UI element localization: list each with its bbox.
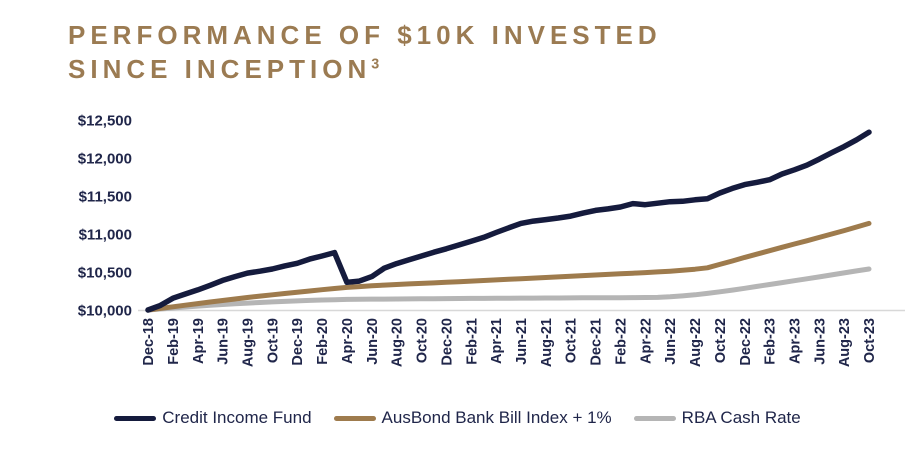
x-axis-tick-label: Feb-22 [613, 318, 629, 365]
credit-income-fund-line-swatch [114, 415, 157, 421]
x-axis-tick-label: Apr-23 [787, 318, 803, 364]
y-axis-tick-label: $11,500 [79, 189, 132, 206]
series-line-rba-cash-rate [145, 266, 872, 313]
series-line-credit-income-fund [145, 129, 872, 313]
x-axis-tick-label: Aug-20 [390, 318, 406, 367]
x-axis-tick-label: Jun-23 [812, 318, 828, 365]
legend-label-ausbond-index: AusBond Bank Bill Index + 1% [381, 408, 612, 427]
x-axis-tick-label: Feb-23 [763, 318, 779, 365]
legend-item-rba-cash-rate: RBA Cash Rate [633, 408, 801, 428]
x-axis-tick-label: Jun-20 [365, 318, 381, 365]
x-axis-tick-label: Jun-22 [663, 318, 679, 365]
x-axis-tick-label: Oct-23 [862, 318, 878, 363]
x-axis-tick-label: Feb-21 [464, 318, 480, 365]
ausbond-index-line-swatch [333, 415, 376, 421]
x-axis-tick-label: Oct-21 [564, 318, 580, 363]
x-axis-tick-label: Aug-22 [688, 318, 704, 367]
y-axis-tick-label: $11,000 [79, 227, 132, 244]
x-axis-tick-label: Aug-19 [241, 318, 257, 367]
x-axis-tick-label: Aug-23 [837, 318, 853, 367]
x-axis-tick-label: Dec-21 [589, 318, 605, 366]
y-axis-tick-label: $12,500 [78, 113, 132, 130]
title-line-1: PERFORMANCE OF $10K INVESTED [68, 20, 662, 50]
y-axis-tick-label: $10,500 [78, 265, 132, 282]
page-title: PERFORMANCE OF $10K INVESTED SINCE INCEP… [68, 18, 662, 87]
title-line-2: SINCE INCEPTION [68, 54, 372, 85]
x-axis-tick-label: Apr-22 [638, 318, 654, 364]
y-axis-tick-label: $10,000 [78, 303, 132, 320]
legend-item-credit-income-fund: Credit Income Fund [114, 408, 312, 428]
performance-chart: $10,000 $10,500 $11,000 $11,500 $12,000 $12,5… [78, 113, 905, 367]
x-axis-tick-label: Jun-19 [216, 318, 232, 365]
x-axis-tick-label: Apr-21 [489, 318, 505, 364]
x-axis-tick-label: Feb-20 [315, 318, 331, 365]
legend-label-rba-cash-rate: RBA Cash Rate [681, 408, 801, 427]
title-footnote-marker: 3 [371, 56, 381, 73]
series-line-ausbond-bank-bill-index-1 [145, 220, 872, 313]
x-axis-tick-label: Apr-20 [340, 318, 356, 364]
rba-cash-rate-line-swatch [633, 415, 676, 421]
x-axis-tick-label: Feb-19 [166, 318, 182, 365]
x-axis-tick-label: Dec-22 [738, 318, 754, 366]
legend-item-ausbond-index: AusBond Bank Bill Index + 1% [333, 408, 612, 428]
y-axis-tick-label: $12,000 [78, 151, 132, 168]
x-axis-tick-label: Oct-22 [713, 318, 729, 363]
x-axis-tick-label: Apr-19 [191, 318, 207, 364]
x-axis-tick-label: Oct-19 [265, 318, 281, 363]
x-axis-tick-label: Dec-20 [439, 318, 455, 366]
x-axis-tick-label: Dec-18 [141, 318, 157, 366]
x-axis-tick-label: Oct-20 [415, 318, 431, 363]
x-axis-tick-label: Aug-21 [539, 318, 555, 367]
legend-label-credit-income-fund: Credit Income Fund [162, 408, 312, 427]
chart-area: $10,000 $10,500 $11,000 $11,500 $12,000 $12,5… [0, 100, 915, 400]
x-axis-tick-label: Dec-19 [290, 318, 306, 366]
x-axis-tick-label: Jun-21 [514, 318, 530, 365]
chart-legend: Credit Income Fund AusBond Bank Bill Ind… [0, 408, 915, 428]
